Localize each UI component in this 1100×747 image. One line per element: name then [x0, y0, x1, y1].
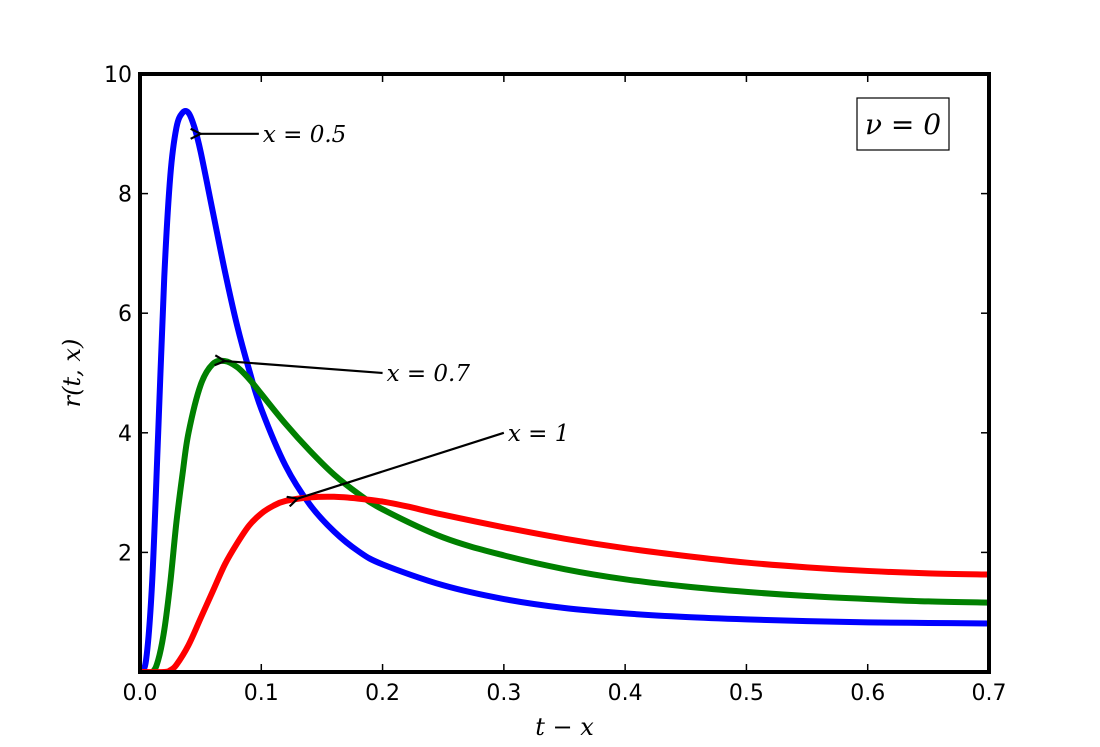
legend-box — [856, 97, 950, 151]
y-axis-label: r(t, x) — [58, 339, 86, 408]
x-tick-label: 0.6 — [850, 681, 885, 706]
annotations-group: x = 0.5 x = 0.7 x = 1 — [201, 122, 570, 499]
annotation-arrow-3 — [298, 431, 505, 499]
series-line-2 — [140, 357, 989, 672]
y-tick-label: 4 — [118, 422, 132, 447]
x-tick-label: 0.0 — [123, 681, 158, 706]
annotation-label-3: x = 1 — [508, 421, 570, 447]
legend-box-group: ν = 0 — [856, 97, 950, 151]
x-tick-label: 0.1 — [244, 681, 279, 706]
series-group — [140, 108, 989, 672]
x-tick-label: 0.7 — [972, 681, 1007, 706]
x-tick-label: 0.4 — [608, 681, 643, 706]
x-tick-label: 0.5 — [729, 681, 764, 706]
x-tick-label: 0.3 — [486, 681, 521, 706]
plot-frame — [138, 72, 991, 674]
x-tick-label: 0.2 — [365, 681, 400, 706]
y-tick-label: 8 — [118, 183, 132, 208]
annotation-arrow-2 — [225, 361, 383, 375]
y-tick-label: 6 — [118, 302, 132, 327]
annotation-label-2: x = 0.7 — [387, 361, 471, 387]
annotation-label-1: x = 0.5 — [263, 122, 346, 148]
axes-group: 0.0 0.1 0.2 0.3 0.4 0.5 0.6 0.7 2 4 6 8 10 t − x r(t, … — [58, 63, 1007, 741]
legend-box-label: ν = 0 — [865, 108, 941, 141]
x-axis-label: t − x — [535, 713, 594, 741]
series-line-3 — [140, 493, 989, 672]
y-tick-label: 2 — [118, 541, 132, 566]
y-tick-label: 10 — [104, 63, 132, 88]
